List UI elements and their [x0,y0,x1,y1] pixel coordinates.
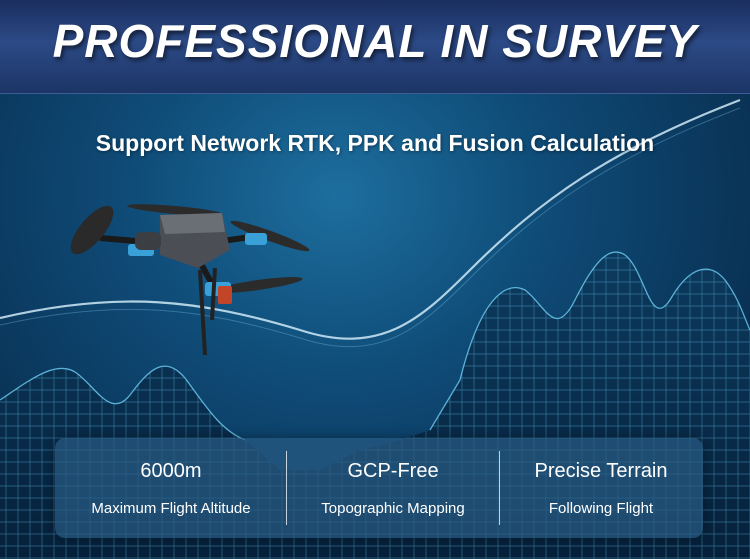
feature-label: Topographic Mapping [321,500,465,517]
feature-gcp-free: GCP-Free Topographic Mapping [287,438,499,538]
feature-terrain-following: Precise Terrain Following Flight [499,438,703,538]
drone-illustration [70,204,310,356]
feature-panel: 6000m Maximum Flight Altitude GCP-Free T… [55,438,703,538]
feature-label: Following Flight [548,500,654,517]
flight-path-curve [0,98,741,340]
feature-max-altitude: 6000m Maximum Flight Altitude [55,438,287,538]
feature-label: Maximum Flight Altitude [91,500,251,517]
subtitle: Support Network RTK, PPK and Fusion Calc… [95,130,655,156]
feature-value: Precise Terrain [534,460,668,482]
divider [499,451,500,525]
divider [286,451,287,525]
feature-value: 6000m [140,460,202,482]
title-banner: PROFESSIONAL IN SURVEY [0,0,750,94]
banner-title: PROFESSIONAL IN SURVEY [52,15,698,67]
feature-value: GCP-Free [347,460,439,482]
